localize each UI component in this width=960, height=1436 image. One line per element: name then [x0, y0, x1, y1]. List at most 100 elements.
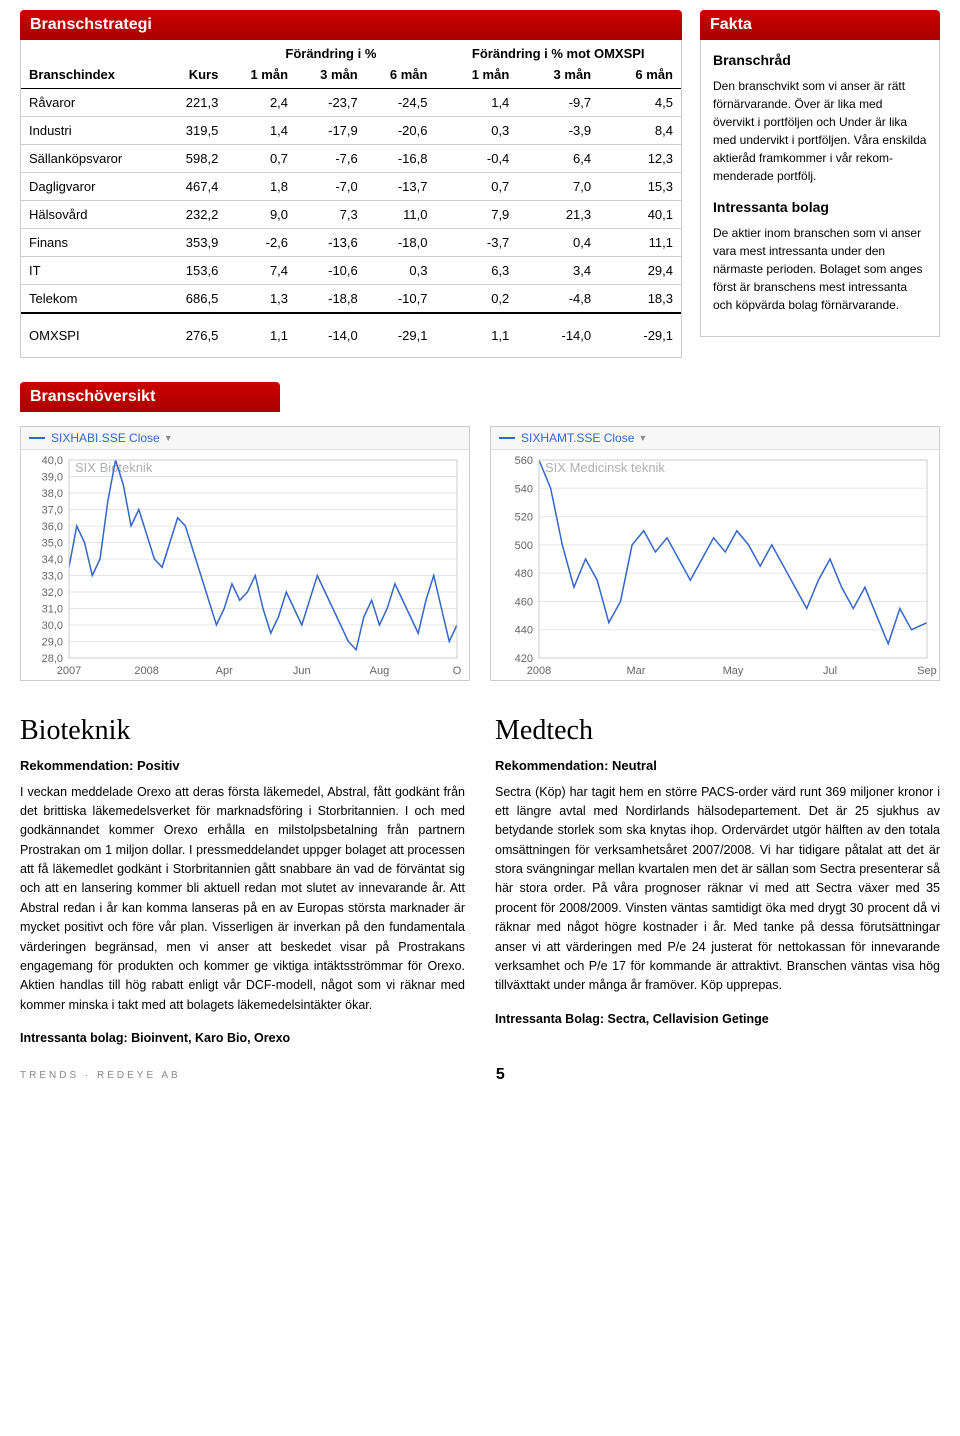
- table-cell: 0,7: [226, 145, 296, 173]
- y-tick-label: 30,0: [42, 620, 63, 632]
- y-tick-label: 500: [515, 540, 533, 552]
- table-cell: -13,7: [366, 173, 436, 201]
- table-cell: 21,3: [517, 201, 599, 229]
- table-cell: 15,3: [599, 173, 681, 201]
- table-cell: -16,8: [366, 145, 436, 173]
- table-cell: 0,4: [517, 229, 599, 257]
- table-row: IT153,67,4-10,60,36,33,429,4: [21, 257, 681, 285]
- table-cell: -2,6: [226, 229, 296, 257]
- table-cell: 1,8: [226, 173, 296, 201]
- x-tick-label: Jul: [823, 665, 837, 677]
- col-group-1: Förändring i %: [226, 40, 435, 61]
- table-cell: -14,0: [517, 313, 599, 357]
- table-cell: 1,1: [435, 313, 517, 357]
- table-col-header: Branschindex: [21, 61, 163, 89]
- article-1-footer: Intressanta bolag: Bioinvent, Karo Bio, …: [20, 1029, 465, 1048]
- table-column: Branschstrategi Förändring i % Förändrin…: [20, 10, 682, 358]
- y-tick-label: 420: [515, 653, 533, 665]
- y-tick-label: 460: [515, 596, 533, 608]
- article-bioteknik: Bioteknik Rekommendation: Positiv I veck…: [20, 709, 465, 1048]
- article-1-rek: Rekommendation: Positiv: [20, 756, 465, 776]
- table-cell: 7,9: [435, 201, 517, 229]
- x-tick-label: Jun: [293, 665, 311, 677]
- table-cell: 0,3: [435, 117, 517, 145]
- chart-1-legend[interactable]: SIXHABI.SSE Close ▾: [21, 427, 469, 450]
- table-cell: Industri: [21, 117, 163, 145]
- table-cell: OMXSPI: [21, 313, 163, 357]
- table-wrap: Förändring i % Förändring i % mot OMXSPI…: [20, 40, 682, 358]
- y-tick-label: 38,0: [42, 488, 63, 500]
- top-row: Branschstrategi Förändring i % Förändrin…: [20, 10, 940, 358]
- table-cell: 1,3: [226, 285, 296, 314]
- table-cell: 467,4: [163, 173, 226, 201]
- table-cell: -24,5: [366, 89, 436, 117]
- chart-2: SIXHAMT.SSE Close ▾ SIX Medicinsk teknik…: [490, 426, 940, 681]
- chevron-down-icon: ▾: [166, 433, 171, 444]
- fakta-body: Branschråd Den branschvikt som vi anser …: [700, 40, 940, 337]
- y-tick-label: 440: [515, 625, 533, 637]
- y-tick-label: 29,0: [42, 637, 63, 649]
- table-cell: 4,5: [599, 89, 681, 117]
- table-cell: 6,4: [517, 145, 599, 173]
- table-cell: -7,6: [296, 145, 366, 173]
- article-1-title: Bioteknik: [20, 709, 465, 752]
- article-medtech: Medtech Rekommendation: Neutral Sectra (…: [495, 709, 940, 1048]
- col-group-2: Förändring i % mot OMXSPI: [435, 40, 681, 61]
- page: Branschstrategi Förändring i % Förändrin…: [0, 0, 960, 1114]
- table-cell: 0,7: [435, 173, 517, 201]
- table-row: Industri319,51,4-17,9-20,60,3-3,98,4: [21, 117, 681, 145]
- table-row: Telekom686,51,3-18,8-10,70,2-4,818,3: [21, 285, 681, 314]
- x-tick-label: Mar: [627, 665, 646, 677]
- table-cell: -4,8: [517, 285, 599, 314]
- y-tick-label: 32,0: [42, 587, 63, 599]
- table-cell: -3,9: [517, 117, 599, 145]
- article-2-rek: Rekommendation: Neutral: [495, 756, 940, 776]
- table-cell: 11,1: [599, 229, 681, 257]
- table-cell: -9,7: [517, 89, 599, 117]
- table-cell: 0,3: [366, 257, 436, 285]
- y-tick-label: 33,0: [42, 571, 63, 583]
- table-row: Finans353,9-2,6-13,6-18,0-3,70,411,1: [21, 229, 681, 257]
- chart-2-legend[interactable]: SIXHAMT.SSE Close ▾: [491, 427, 939, 450]
- fakta-column: Fakta Branschråd Den branschvikt som vi …: [700, 10, 940, 358]
- table-row: Råvaror221,32,4-23,7-24,51,4-9,74,5: [21, 89, 681, 117]
- table-row: Sällanköpsvaror598,20,7-7,6-16,8-0,46,41…: [21, 145, 681, 173]
- article-2-title: Medtech: [495, 709, 940, 752]
- table-super-header: Förändring i % Förändring i % mot OMXSPI: [21, 40, 681, 61]
- y-tick-label: 560: [515, 455, 533, 467]
- table-cell: -20,6: [366, 117, 436, 145]
- table-cell: 7,3: [296, 201, 366, 229]
- table-cell: 353,9: [163, 229, 226, 257]
- article-2-body: Sectra (Köp) har tagit hem en större PAC…: [495, 783, 940, 996]
- chart-2-legend-text: SIXHAMT.SSE Close: [521, 431, 634, 445]
- table-cell: 29,4: [599, 257, 681, 285]
- table-cell: -13,6: [296, 229, 366, 257]
- table-header: Branschstrategi: [20, 10, 682, 40]
- y-tick-label: 39,0: [42, 472, 63, 484]
- table-cell: 9,0: [226, 201, 296, 229]
- table-cell: Telekom: [21, 285, 163, 314]
- y-tick-label: 31,0: [42, 604, 63, 616]
- y-tick-label: 520: [515, 512, 533, 524]
- table-cell: 3,4: [517, 257, 599, 285]
- fakta-p2: De aktier inom branschen som vi anser va…: [713, 224, 927, 314]
- table-cell: Dagligvaror: [21, 173, 163, 201]
- fakta-p1: Den branschvikt som vi anser är rätt för…: [713, 77, 927, 185]
- chart-1-legend-text: SIXHABI.SSE Close: [51, 431, 160, 445]
- sector-table: Förändring i % Förändring i % mot OMXSPI…: [21, 40, 681, 357]
- fakta-box: Fakta Branschråd Den branschvikt som vi …: [700, 10, 940, 337]
- table-cell: Hälsovård: [21, 201, 163, 229]
- table-cell: 153,6: [163, 257, 226, 285]
- legend-swatch-icon: [499, 437, 515, 439]
- table-cell: -10,7: [366, 285, 436, 314]
- y-tick-label: 540: [515, 483, 533, 495]
- table-cell: Finans: [21, 229, 163, 257]
- article-2-footer: Intressanta Bolag: Sectra, Cellavision G…: [495, 1010, 940, 1029]
- y-tick-label: 35,0: [42, 538, 63, 550]
- x-tick-label: Aug: [370, 665, 390, 677]
- table-col-header: 3 mån: [517, 61, 599, 89]
- fakta-h1: Branschråd: [713, 50, 927, 71]
- page-footer: TRENDS · REDEYE AB 5: [20, 1066, 940, 1084]
- fakta-header: Fakta: [700, 10, 940, 40]
- table-cell: 7,0: [517, 173, 599, 201]
